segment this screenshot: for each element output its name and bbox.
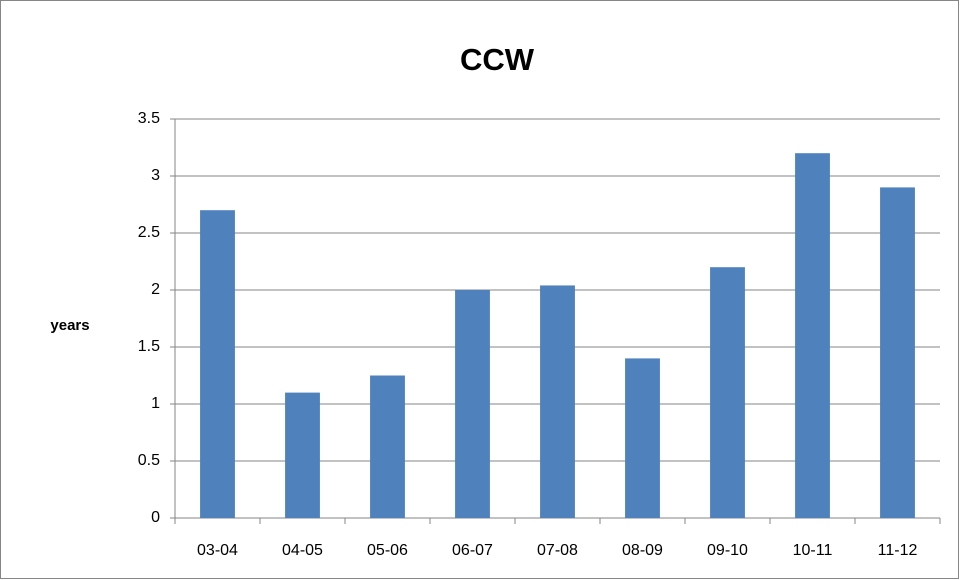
y-tick-label: 3.5	[138, 110, 160, 127]
bar	[200, 210, 235, 518]
bar	[710, 267, 745, 518]
x-tick-label: 05-06	[367, 542, 408, 559]
bar	[880, 187, 915, 518]
x-tick-label: 04-05	[282, 542, 323, 559]
bar	[540, 285, 575, 518]
bar	[370, 375, 405, 518]
y-tick-label: 2	[151, 281, 160, 298]
y-tick-label: 1.5	[138, 338, 160, 355]
x-tick-label: 11-12	[878, 542, 918, 559]
bar	[285, 392, 320, 518]
x-tick-label: 08-09	[622, 542, 663, 559]
x-tick-label: 03-04	[197, 542, 238, 559]
x-tick-label: 06-07	[452, 542, 493, 559]
y-tick-label: 0	[151, 509, 160, 526]
bar	[795, 153, 830, 518]
y-tick-label: 1	[151, 395, 160, 412]
bar	[455, 290, 490, 518]
y-tick-label: 2.5	[138, 224, 160, 241]
x-tick-label: 09-10	[707, 542, 748, 559]
y-tick-label: 3	[151, 167, 160, 184]
y-tick-label: 0.5	[138, 452, 160, 469]
chart-title: CCW	[460, 42, 535, 77]
x-tick-label: 10-11	[793, 542, 833, 559]
x-tick-label: 07-08	[537, 542, 578, 559]
y-axis-label: years	[50, 317, 89, 334]
bar	[625, 358, 660, 518]
